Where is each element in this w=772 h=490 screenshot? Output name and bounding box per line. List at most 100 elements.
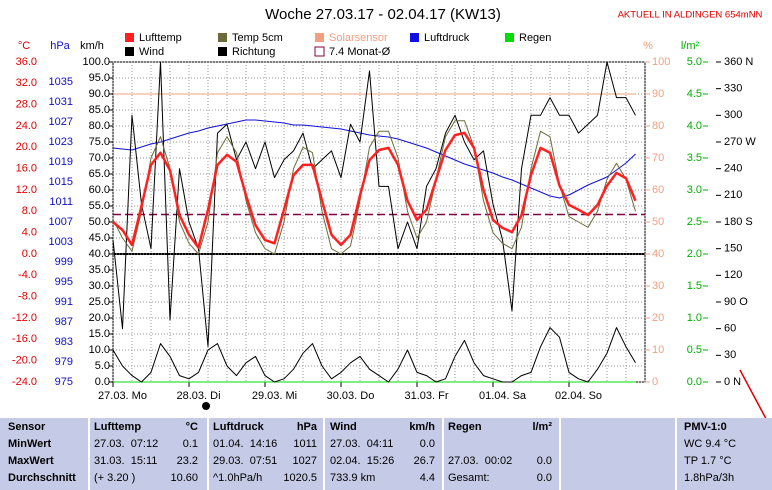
header: PMV-1:0 (684, 421, 727, 433)
tick-label: 3.0 (687, 184, 702, 196)
x-tick-label: 29.03. Mi (252, 390, 297, 402)
legend-label: Solarsensor (329, 32, 388, 44)
tick-label: 50.0 (89, 216, 110, 228)
panel (0, 418, 88, 490)
tick-label: 20.0 (89, 312, 110, 324)
legend-label: Regen (519, 32, 551, 44)
tick-label: 0 N (724, 376, 741, 388)
legend-swatch (410, 33, 419, 42)
tick-label: 60 (724, 323, 736, 335)
tick-label: 4.0 (687, 120, 702, 132)
tick-label: 0.5 (687, 344, 702, 356)
tick-label: 3.5 (687, 152, 702, 164)
panel (209, 418, 323, 490)
tick-label: 24.0 (16, 120, 37, 132)
tick-label: 4.5 (687, 88, 702, 100)
x-tick-label: 01.04. Sa (479, 390, 527, 402)
tick-label: 1.0 (687, 312, 702, 324)
chart-title: Woche 27.03.17 - 02.04.17 (KW13) (265, 6, 501, 23)
panel (90, 418, 207, 490)
tick-label: 90 (652, 88, 664, 100)
plot: °C -24.0 -20.0 -16.0 -12.0 -8.0 -4.0 0.0 4.0 8.0 1… (12, 40, 756, 402)
tick-label: 12.0 (16, 184, 37, 196)
tick-label: 1035 (49, 76, 73, 88)
tick-label: 10.0 (89, 344, 110, 356)
header: Wind (330, 421, 357, 433)
legend-label: Wind (139, 46, 164, 58)
legend-label: Temp 5cm (232, 32, 283, 44)
axis-label: hPa (50, 40, 70, 52)
header-unit: hPa (297, 421, 318, 433)
summary-table: Sensor MinWert MaxWert Durchschnitt Luft… (0, 418, 772, 490)
header: Luftdruck (213, 421, 265, 433)
tick-label: 15.0 (89, 328, 110, 340)
tick-label: 2.5 (687, 216, 702, 228)
header: Lufttemp (94, 421, 141, 433)
legend-label: Richtung (232, 46, 275, 58)
cell: 1027 (293, 455, 317, 467)
tick-label: 150 (724, 243, 742, 255)
tick-label: 30 (724, 349, 736, 361)
tick-label: 8.0 (22, 205, 37, 217)
tick-label: 80 (652, 120, 664, 132)
axis-label: km/h (80, 40, 104, 52)
tick-label: 70 (652, 152, 664, 164)
tick-label: 30 (652, 280, 664, 292)
tick-label: 85.0 (89, 104, 110, 116)
series-line (112, 327, 636, 383)
tick-label: 100 (652, 56, 670, 68)
tick-label: 20.0 (16, 141, 37, 153)
tick-label: 360 N (724, 56, 753, 68)
tick-label: 45.0 (89, 232, 110, 244)
x-tick-label: 27.03. Mo (98, 390, 147, 402)
tick-label: 1003 (49, 236, 73, 248)
tick-label: 16.0 (16, 163, 37, 175)
tick-label: 75.0 (89, 136, 110, 148)
tick-label: 40.0 (89, 248, 110, 260)
legend-swatch (314, 46, 325, 57)
legend-label: 7.4 Monat-Ø (329, 46, 391, 58)
x-tick-label: 28.03. Di (176, 390, 220, 402)
series-line (112, 120, 636, 255)
tick-label: 28.0 (16, 99, 37, 111)
tick-label: 991 (55, 296, 73, 308)
legend-label: Lufttemp (139, 32, 182, 44)
cell: WC 9.4 °C (684, 438, 736, 450)
tick-label: -24.0 (12, 376, 37, 388)
tick-label: 5.0 (95, 360, 110, 372)
tick-label: 70.0 (89, 152, 110, 164)
cell: 0.0 (537, 472, 552, 484)
tick-label: 1007 (49, 216, 73, 228)
legend-swatch (218, 33, 227, 42)
tick-label: 4.0 (22, 227, 37, 239)
x-tick-label: 31.03. Fr (404, 390, 448, 402)
legend-swatch (315, 33, 324, 42)
tick-label: 0 (652, 376, 658, 388)
x-tick-label: 30.03. Do (327, 390, 375, 402)
header: Regen (448, 421, 482, 433)
tick-label: 1023 (49, 136, 73, 148)
series-line (112, 119, 636, 199)
header-unit: l/m² (532, 421, 552, 433)
header: Sensor (8, 421, 46, 433)
tick-label: 0.0 (22, 248, 37, 260)
cell: 02.04. 15:26 (330, 455, 394, 467)
cell: 733.9 km (330, 472, 375, 484)
tick-label: 32.0 (16, 77, 37, 89)
tick-label: 10 (652, 344, 664, 356)
cell: 26.7 (414, 455, 435, 467)
tick-label: 979 (55, 356, 73, 368)
tick-label: 50 (652, 216, 664, 228)
tick-label: 983 (55, 336, 73, 348)
axis-label: % (643, 40, 653, 52)
tick-label: 95.0 (89, 72, 110, 84)
axis-label: °C (18, 40, 30, 52)
tick-label: 1.5 (687, 280, 702, 292)
tick-label: 999 (55, 256, 73, 268)
tick-label: -12.0 (12, 312, 37, 324)
x-tick-label: 02.04. So (555, 390, 602, 402)
tick-label: 60 (652, 184, 664, 196)
cell: ^1.0hPa/h (213, 472, 262, 484)
cell: 1020.5 (283, 472, 317, 484)
